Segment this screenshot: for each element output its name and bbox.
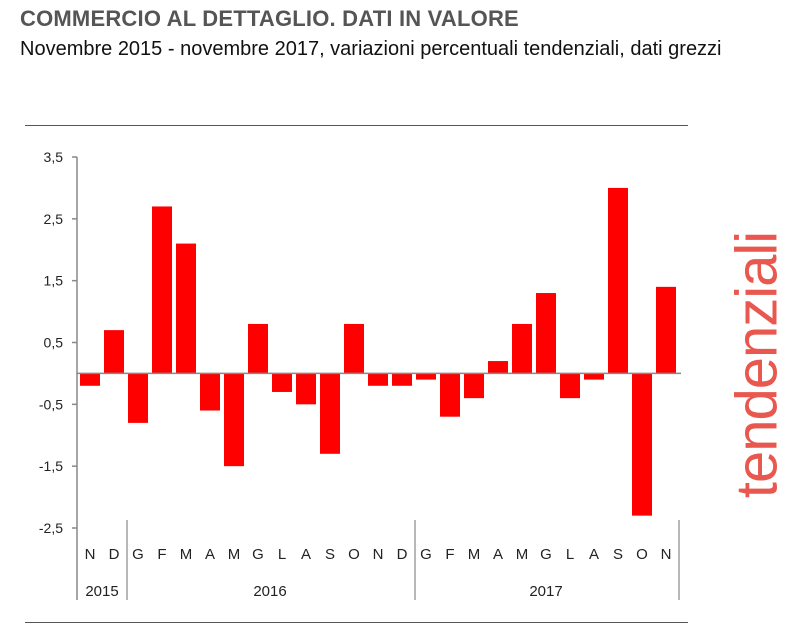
bar [440,373,460,417]
x-tick-label: O [636,546,648,563]
bar [368,373,388,386]
x-tick-label: M [468,546,481,563]
bar [80,373,100,386]
y-tick-label: 1,5 [44,273,64,289]
x-tick-label: L [278,546,286,563]
y-tick-label: 3,5 [44,149,64,165]
x-tick-label: N [661,546,672,563]
x-tick-label: M [516,546,529,563]
x-tick-label: F [157,546,166,563]
x-tick-label: F [445,546,454,563]
bar [200,373,220,411]
x-tick-label: M [180,546,193,563]
watermark-text: tendenziali [724,231,790,499]
bar [224,373,244,467]
bar [464,373,484,399]
year-label: 2016 [253,583,286,600]
bar [488,361,508,374]
chart-subtitle: Novembre 2015 - novembre 2017, variazion… [20,38,722,60]
bar [416,373,436,380]
y-tick-label: 2,5 [44,211,64,227]
x-tick-label: A [589,546,599,563]
x-tick-label: S [613,546,623,563]
bar [248,323,268,374]
bar [560,373,580,399]
bar [392,373,412,386]
bar [320,373,340,454]
y-tick-label: -0,5 [39,396,63,412]
bar [536,293,556,374]
x-tick-label: M [228,546,241,563]
bar [512,323,532,374]
bar [656,286,676,374]
bar [608,187,628,374]
bar [296,373,316,405]
year-label: 2015 [85,583,118,600]
chart-title: COMMERCIO AL DETTAGLIO. DATI IN VALORE [20,6,519,31]
x-tick-label: G [420,546,432,563]
x-tick-label: L [566,546,574,563]
x-tick-label: O [348,546,360,563]
x-tick-label: A [493,546,503,563]
x-tick-label: A [205,546,215,563]
y-tick-label: 0,5 [44,335,64,351]
x-tick-label: G [132,546,144,563]
x-tick-label: A [301,546,311,563]
x-tick-label: G [540,546,552,563]
bar [584,373,604,380]
bar [152,206,172,374]
x-tick-label: D [397,546,408,563]
x-tick-label: G [252,546,264,563]
bar [344,323,364,374]
bar [128,373,148,423]
x-tick-label: S [325,546,335,563]
bar [632,373,652,516]
bottom-rule [25,622,688,623]
x-tick-label: D [109,546,120,563]
bar [272,373,292,392]
x-tick-label: N [373,546,384,563]
x-tick-label: N [85,546,96,563]
year-label: 2017 [529,583,562,600]
top-rule [25,125,688,126]
y-tick-label: -1,5 [39,458,63,474]
watermark-logo: tendenziali [712,205,800,525]
bar [104,330,124,374]
y-tick-label: -2,5 [39,520,63,536]
bar [176,243,196,374]
